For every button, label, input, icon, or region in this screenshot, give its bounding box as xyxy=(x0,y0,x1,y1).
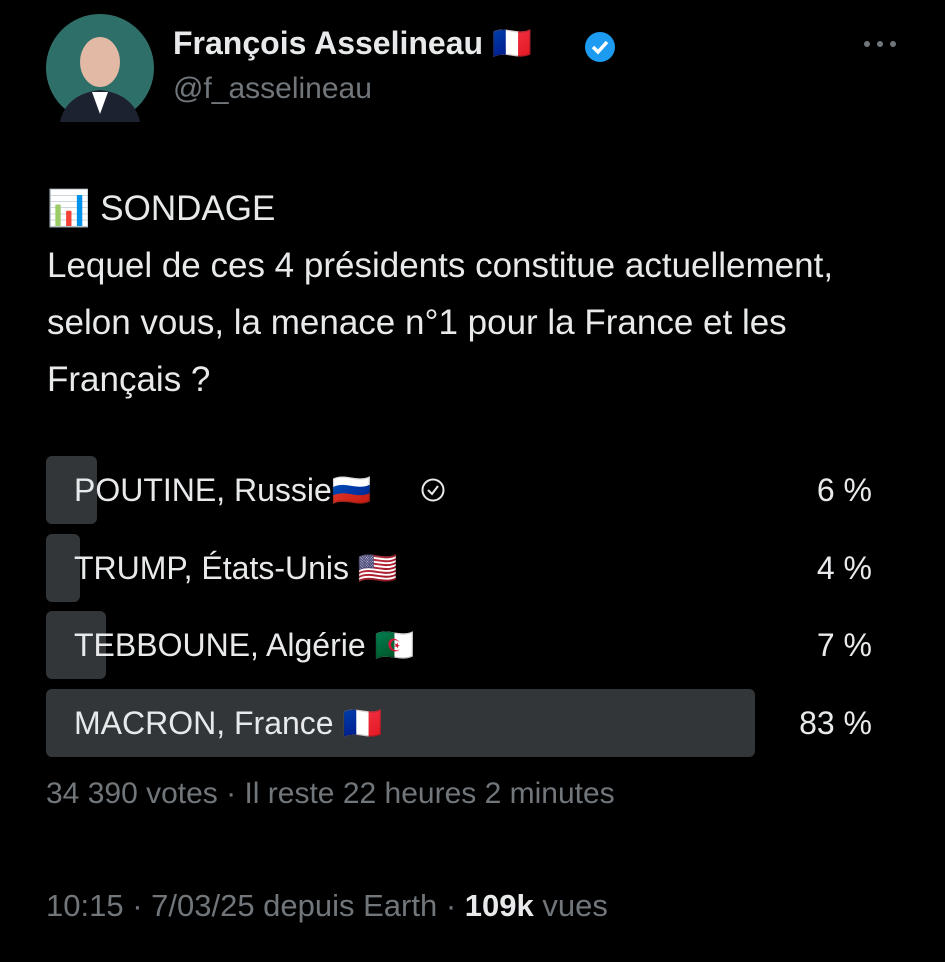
poll-option: TEBBOUNE, Algérie 🇩🇿 7 % xyxy=(46,611,872,680)
poll-option-label: MACRON, France 🇫🇷 xyxy=(74,705,383,742)
poll-option-label: POUTINE, Russie🇷🇺 xyxy=(74,472,372,508)
poll-status: 34 390 votes · Il reste 22 heures 2 minu… xyxy=(46,777,615,810)
poll-percent: 4 % xyxy=(816,549,872,586)
poll-option-label: TRUMP, États-Unis 🇺🇸 xyxy=(74,549,398,586)
poll-option: TRUMP, États-Unis 🇺🇸 4 % xyxy=(46,533,872,602)
more-menu[interactable] xyxy=(862,37,898,51)
poll: POUTINE, Russie🇷🇺 6 % TRUMP, États-Unis 🇺🇸… xyxy=(46,456,872,766)
poll-bar xyxy=(46,611,106,680)
voted-check xyxy=(421,478,445,502)
timestamp[interactable]: 10:15 · 7/03/25 depuis Earth · xyxy=(46,888,457,923)
poll-option: MACRON, France 🇫🇷 83 % xyxy=(46,689,872,758)
poll-bar xyxy=(46,689,755,758)
tweet-meta: 10:15 · 7/03/25 depuis Earth · 109k vues xyxy=(46,888,608,924)
author-name[interactable]: François Asselineau 🇫🇷 xyxy=(173,25,532,61)
poll-bar xyxy=(46,533,81,602)
avatar[interactable] xyxy=(46,14,154,122)
verified-badge xyxy=(585,32,615,62)
poll-percent: 6 % xyxy=(816,472,872,508)
view-count: 109k xyxy=(464,888,534,923)
view-unit: vues xyxy=(542,888,608,923)
poll-option: POUTINE, Russie🇷🇺 6 % xyxy=(46,456,872,524)
tweet-body: 📊 SONDAGE Lequel de ces 4 présidents con… xyxy=(47,180,892,408)
tweet-text: Lequel de ces 4 présidents constitue act… xyxy=(47,246,834,399)
poll-percent: 83 % xyxy=(799,705,872,742)
poll-percent: 7 % xyxy=(816,627,872,664)
poll-option-label: TEBBOUNE, Algérie 🇩🇿 xyxy=(74,627,415,664)
poll-bar xyxy=(46,456,98,524)
author-handle[interactable]: @f_asselineau xyxy=(173,72,372,105)
tweet-title: 📊 SONDAGE xyxy=(47,189,276,228)
